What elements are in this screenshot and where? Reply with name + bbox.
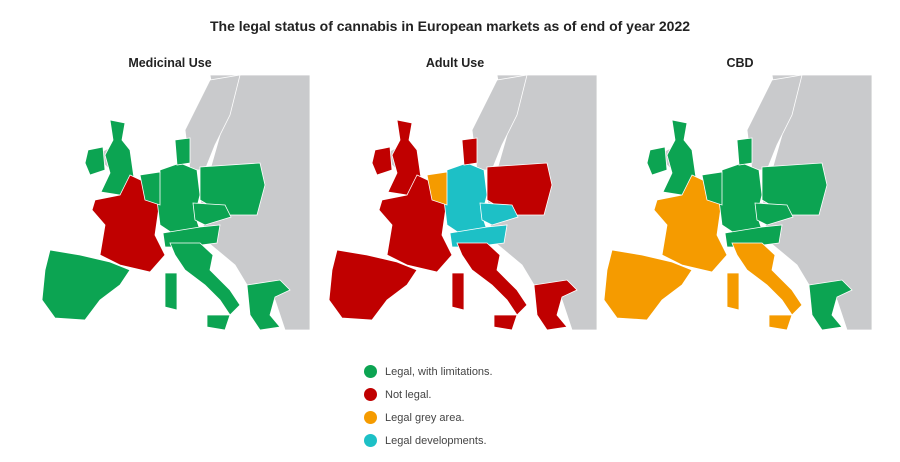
legend-item-legal: Legal, with limitations. bbox=[364, 360, 493, 383]
country-iberia bbox=[603, 249, 693, 321]
country-ireland bbox=[84, 146, 106, 176]
country-benelux bbox=[139, 171, 161, 206]
country-ireland bbox=[646, 146, 668, 176]
country-czechia bbox=[754, 202, 794, 226]
country-sardinia bbox=[726, 272, 740, 311]
country-iberia bbox=[41, 249, 131, 321]
country-czechia bbox=[479, 202, 519, 226]
country-benelux bbox=[701, 171, 723, 206]
map-title-medicinal: Medicinal Use bbox=[128, 56, 212, 70]
legend-item-grey-area: Legal grey area. bbox=[364, 406, 493, 429]
country-denmark bbox=[461, 137, 478, 166]
legend-item-not-legal: Not legal. bbox=[364, 383, 493, 406]
legend: Legal, with limitations. Not legal. Lega… bbox=[364, 360, 493, 452]
map-adult-use bbox=[328, 75, 597, 330]
country-greece bbox=[246, 279, 291, 330]
country-alps bbox=[449, 224, 508, 248]
chart-title: The legal status of cannabis in European… bbox=[209, 18, 691, 34]
legend-item-developments: Legal developments. bbox=[364, 429, 493, 452]
country-italy bbox=[456, 242, 528, 316]
country-poland bbox=[486, 162, 553, 216]
country-greece bbox=[533, 279, 578, 330]
country-alps bbox=[162, 224, 221, 248]
country-sardinia bbox=[164, 272, 178, 311]
country-sardinia bbox=[451, 272, 465, 311]
legend-dot-icon bbox=[364, 388, 377, 401]
legend-label: Legal, with limitations. bbox=[385, 365, 493, 378]
country-sicily bbox=[206, 314, 231, 330]
legend-label: Not legal. bbox=[385, 388, 432, 401]
country-sicily bbox=[493, 314, 518, 330]
legend-label: Legal grey area. bbox=[385, 411, 465, 424]
map-title-cbd: CBD bbox=[726, 56, 754, 70]
country-czechia bbox=[192, 202, 232, 226]
legend-dot-icon bbox=[364, 365, 377, 378]
country-denmark bbox=[174, 137, 191, 166]
country-sicily bbox=[768, 314, 793, 330]
country-alps bbox=[724, 224, 783, 248]
country-benelux bbox=[426, 171, 448, 206]
country-germany bbox=[718, 162, 763, 236]
legend-label: Legal developments. bbox=[385, 434, 487, 447]
country-germany bbox=[156, 162, 201, 236]
map-medicinal-use bbox=[41, 75, 310, 330]
country-iberia bbox=[328, 249, 418, 321]
country-poland bbox=[199, 162, 266, 216]
country-germany bbox=[443, 162, 488, 236]
country-ireland bbox=[371, 146, 393, 176]
legend-dot-icon bbox=[364, 411, 377, 424]
country-italy bbox=[169, 242, 241, 316]
country-greece bbox=[808, 279, 853, 330]
country-denmark bbox=[736, 137, 753, 166]
country-poland bbox=[761, 162, 828, 216]
map-cbd bbox=[603, 75, 872, 330]
country-italy bbox=[731, 242, 803, 316]
legend-dot-icon bbox=[364, 434, 377, 447]
map-title-adult: Adult Use bbox=[425, 56, 485, 70]
